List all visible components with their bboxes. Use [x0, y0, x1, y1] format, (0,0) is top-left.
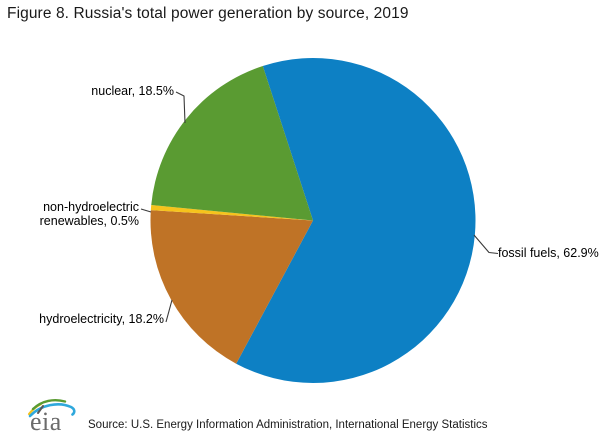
pie-slice-fossil-fuels	[236, 57, 476, 383]
pie-label-hydroelectricity: hydroelectricity, 18.2%	[39, 312, 164, 326]
leader-line-hydroelectricity	[165, 299, 173, 323]
source-attribution: Source: U.S. Energy Information Administ…	[88, 419, 488, 431]
eia-logo-green-arc	[31, 399, 67, 411]
pie-label-nuclear: nuclear, 18.5%	[91, 84, 174, 98]
pie-label-non-hydroelectric-renewables: non-hydroelectric renewables, 0.5%	[0, 200, 139, 228]
pie-slices	[150, 57, 476, 383]
pie-slice-hydroelectricity	[150, 210, 313, 364]
pie-label-non-hydro-line2: renewables, 0.5%	[39, 214, 139, 228]
leader-line-nuclear	[175, 91, 186, 124]
pie-slice-non-hydroelectric-renewables	[150, 205, 313, 221]
leader-line-fossil-fuels	[473, 234, 499, 255]
pie-label-non-hydro-line1: non-hydroelectric	[43, 200, 139, 214]
eia-logo-text: eia	[30, 407, 62, 436]
pie-slice-nuclear	[151, 65, 313, 221]
eia-logo: eia	[27, 399, 76, 436]
eia-logo-accent	[37, 405, 44, 414]
pie-label-fossil-fuels: fossil fuels, 62.9%	[498, 246, 599, 260]
leader-line-non-hydroelectric-renewables	[140, 208, 152, 213]
figure-title: Figure 8. Russia's total power generatio…	[7, 5, 409, 22]
